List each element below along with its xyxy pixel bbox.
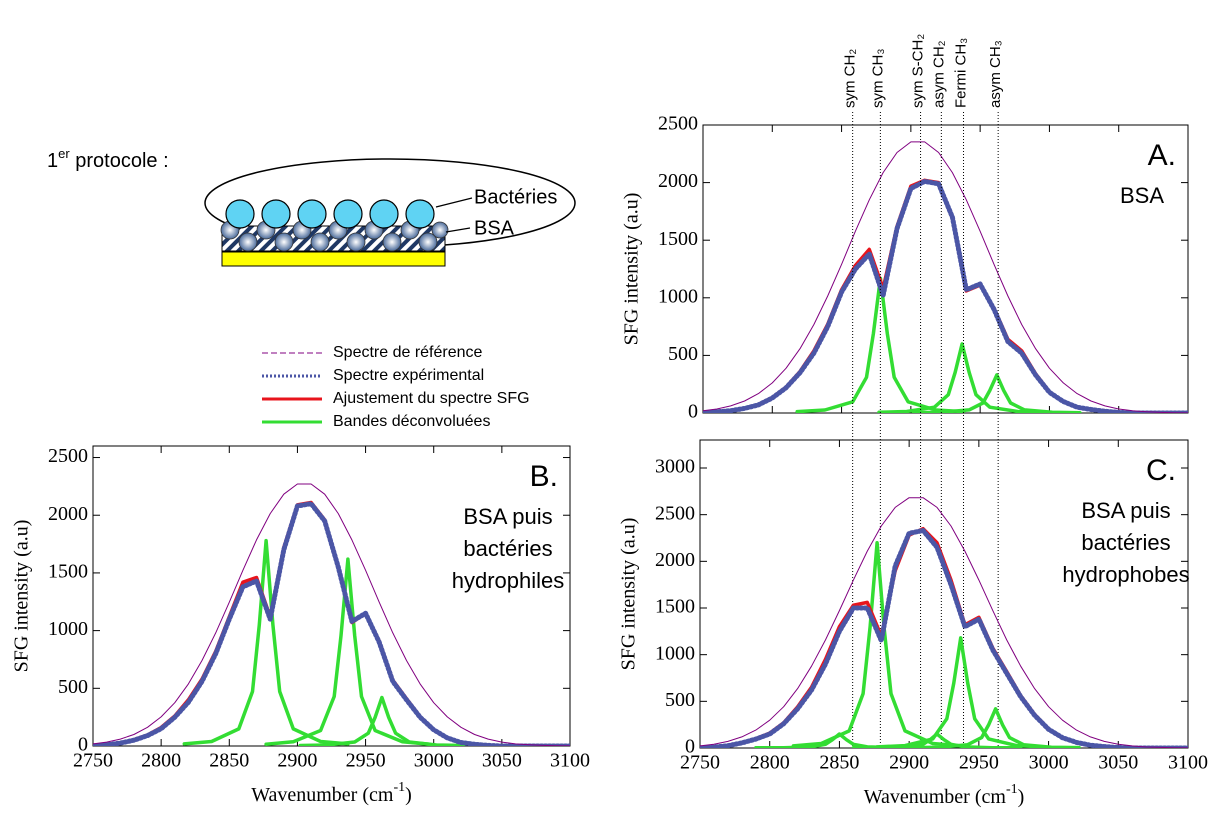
spectrum-line xyxy=(703,178,1188,413)
x-label-part: Wavenumber (cm xyxy=(251,784,394,806)
assignment-label: sym CH₃ xyxy=(869,49,886,108)
y-tick-label: 2000 xyxy=(48,503,88,525)
x-tick-label: 2800 xyxy=(750,752,790,774)
y-tick-label: 0 xyxy=(685,736,695,758)
y-tick-label: 2500 xyxy=(655,502,695,524)
x-tick-label: 2850 xyxy=(209,750,249,772)
panel-label: C. xyxy=(1146,454,1176,487)
plot-frame xyxy=(702,124,1189,414)
spectrum-line xyxy=(703,178,1188,413)
label-bacteria: Bactéries xyxy=(474,186,557,208)
x-tick-label: 3100 xyxy=(550,750,590,772)
y-tick-label: 3000 xyxy=(655,456,695,478)
assignment-label: asym CH₂ xyxy=(930,40,947,108)
y-tick-label: 1000 xyxy=(655,642,695,664)
y-tick-label: 2500 xyxy=(48,445,88,467)
x-tick-label: 3050 xyxy=(1098,752,1138,774)
x-tick-label: 2900 xyxy=(277,750,317,772)
y-tick-label: 500 xyxy=(58,676,88,698)
y-tick-label: 1000 xyxy=(48,618,88,640)
plot-area xyxy=(703,141,1188,413)
assignment-label: sym S-CH₂ xyxy=(910,34,927,108)
substrate xyxy=(221,251,446,267)
legend-label: Spectre expérimental xyxy=(333,367,484,384)
x-tick-label: 2950 xyxy=(346,750,386,772)
spectrum-line xyxy=(264,557,432,746)
x-tick-label: 2900 xyxy=(889,752,929,774)
bacteria xyxy=(225,199,435,229)
panel-sublabel: BSA puis xyxy=(1081,498,1170,523)
y-tick-label: 1500 xyxy=(655,596,695,618)
plot-frame xyxy=(699,439,1189,749)
y-tick-label: 1500 xyxy=(658,228,698,250)
panel-sublabel: BSA xyxy=(1120,183,1164,208)
panel-sublabel: bactéries xyxy=(1081,530,1170,555)
panel: 0 500 1000 1500 2000 2500 3000 2750 2800 2850 2900… xyxy=(618,439,1208,808)
protocol-diagram: 1er protocole : Bactéries BSA xyxy=(47,146,576,267)
label-bsa: BSA xyxy=(474,217,515,239)
legend: Spectre de référence Spectre expérimental… xyxy=(262,344,530,430)
x-axis-label: Wavenumber (cm-1) xyxy=(864,782,1025,807)
panel-sublabel: hydrophobes xyxy=(1062,562,1189,587)
y-tick-label: 1500 xyxy=(48,561,88,583)
panel: 0 500 1000 1500 2000 2500 SFG intensity (a.u) A… xyxy=(621,113,1189,423)
x-tick-label: 3000 xyxy=(414,750,454,772)
y-tick-label: 0 xyxy=(78,734,88,756)
x-label-sup: -1 xyxy=(393,780,405,795)
x-tick-label: 2750 xyxy=(680,752,720,774)
x-tick-label: 2850 xyxy=(819,752,859,774)
protocol-title: 1er protocole : xyxy=(47,146,169,172)
panel-label: B. xyxy=(530,460,558,493)
y-tick-label: 500 xyxy=(665,689,695,711)
spectrum-line xyxy=(93,501,570,746)
x-tick-label: 3000 xyxy=(1029,752,1069,774)
y-tick-label: 500 xyxy=(668,343,698,365)
plot-area xyxy=(93,483,570,746)
y-tick-label: 1000 xyxy=(658,285,698,307)
y-axis-label: SFG intensity (a.u) xyxy=(11,520,33,673)
x-tick-label: 2950 xyxy=(959,752,999,774)
y-axis-label: SFG intensity (a.u) xyxy=(618,518,640,671)
plot-area xyxy=(700,497,1188,748)
y-tick-label: 2000 xyxy=(655,549,695,571)
x-label-part: ) xyxy=(405,784,412,806)
spectrum-line xyxy=(703,141,1188,413)
x-label-part: Wavenumber (cm xyxy=(864,786,1007,808)
spectrum-line xyxy=(700,497,1188,748)
assignment-label: Fermi CH₃ xyxy=(952,38,969,108)
spectrum-line xyxy=(754,732,925,748)
panel-sublabel: bactéries xyxy=(463,536,552,561)
spectrum-line xyxy=(791,540,963,748)
assignment-label: sym CH₂ xyxy=(842,49,859,108)
panel-sublabel: BSA puis xyxy=(463,504,552,529)
legend-label: Ajustement du spectre SFG xyxy=(333,390,530,407)
x-tick-label: 3100 xyxy=(1168,752,1208,774)
panel-label: A. xyxy=(1148,139,1176,172)
spectrum-line xyxy=(700,528,1188,748)
y-tick-label: 0 xyxy=(688,401,698,423)
y-tick-label: 2500 xyxy=(658,113,698,135)
pointer xyxy=(435,197,473,233)
legend-label: Spectre de référence xyxy=(333,344,483,361)
legend-label: Bandes déconvoluées xyxy=(333,413,490,430)
spectrum-line xyxy=(93,483,570,746)
x-tick-label: 2800 xyxy=(141,750,181,772)
panel-sublabel: hydrophiles xyxy=(452,568,565,593)
spectrum-line xyxy=(182,538,350,746)
x-label-part: ) xyxy=(1018,786,1025,808)
x-tick-label: 2750 xyxy=(73,750,113,772)
y-tick-label: 2000 xyxy=(658,170,698,192)
x-axis-label: Wavenumber (cm-1) xyxy=(251,780,412,805)
assignment-label: asym CH₃ xyxy=(987,40,1004,108)
panel: 0 500 1000 1500 2000 2500 2750 2800 2850 2900 2950… xyxy=(11,445,590,805)
y-axis-label: SFG intensity (a.u) xyxy=(621,193,643,346)
x-label-sup: -1 xyxy=(1006,782,1018,797)
x-tick-label: 3050 xyxy=(482,750,522,772)
